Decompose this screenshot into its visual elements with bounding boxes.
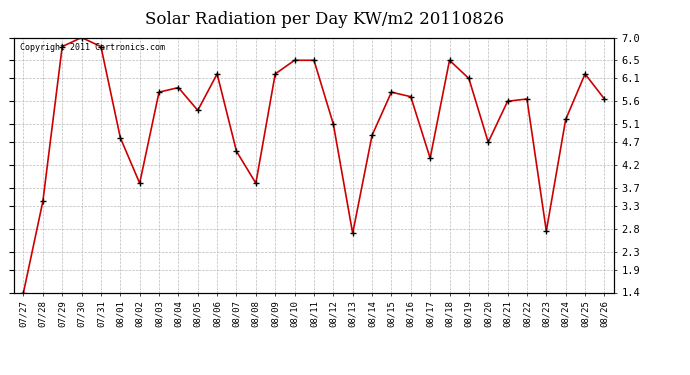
Text: Solar Radiation per Day KW/m2 20110826: Solar Radiation per Day KW/m2 20110826 (145, 11, 504, 28)
Text: Copyright 2011 Cartronics.com: Copyright 2011 Cartronics.com (20, 43, 165, 52)
